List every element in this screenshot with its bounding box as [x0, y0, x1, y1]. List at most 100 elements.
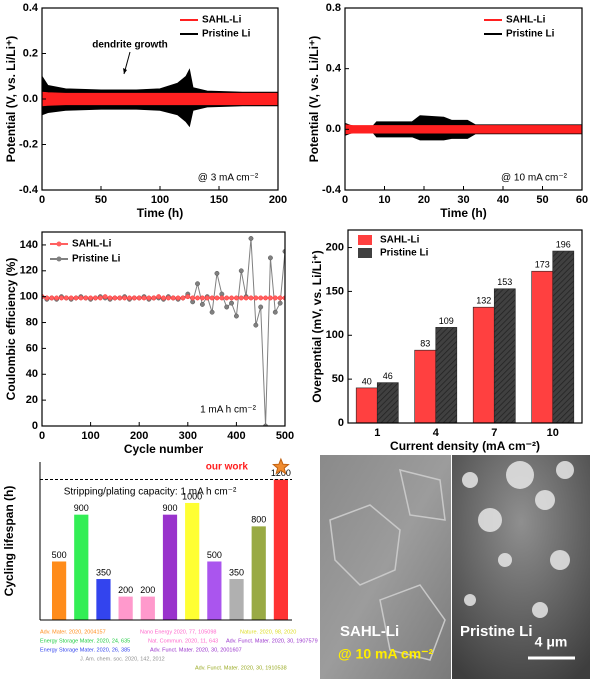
ce-point	[93, 295, 98, 301]
ce-point	[122, 295, 128, 301]
y-tick-label: 140	[20, 239, 38, 251]
annotation: our work	[206, 462, 249, 473]
legend-label: Pristine Li	[506, 29, 555, 40]
axes-frame	[41, 7, 279, 191]
panel: Cycling lifespan (h) 500 900 350 200 200 900 10…	[2, 457, 318, 671]
ce-point	[68, 295, 74, 301]
voltage-envelope	[42, 98, 278, 128]
legend-marker	[56, 256, 62, 262]
ce-point	[199, 295, 205, 301]
ce-line	[42, 238, 285, 426]
ce-point	[243, 295, 249, 301]
legend-marker	[56, 241, 62, 247]
annotation: @ 3 mA cm⁻²	[198, 173, 259, 184]
plot-area	[42, 68, 278, 128]
ce-point	[199, 301, 205, 307]
x-axis-title: Current density (mA cm⁻²)	[390, 439, 540, 453]
bar	[140, 596, 155, 620]
y-axis-title: Potential (V, vs. Li/Li⁺)	[4, 36, 18, 163]
bar-value-label: 173	[535, 260, 550, 270]
bar	[96, 579, 111, 620]
legend-swatch	[358, 248, 372, 258]
plot-area	[345, 115, 582, 141]
voltage-envelope	[42, 68, 278, 100]
plot-area	[42, 236, 285, 426]
ce-point	[214, 270, 220, 276]
sem-left-label: SAHL-Li	[340, 623, 399, 640]
ce-point	[131, 295, 137, 301]
bar	[493, 288, 516, 423]
bar-value-label: 350	[229, 567, 244, 577]
ce-point	[267, 255, 273, 261]
ce-point	[277, 300, 283, 306]
ce-point	[73, 295, 79, 301]
ce-point	[102, 294, 108, 300]
panel: -0.4 -0.2 0.0 0.2 0.4 0 50 100 150 200 Time (h) Pot…	[4, 2, 287, 220]
bar-value-label: 200	[140, 585, 155, 595]
y-tick-label: 0	[338, 417, 344, 429]
y-tick-label: 200	[326, 241, 344, 253]
ce-point	[136, 295, 142, 301]
x-tick-label: 50	[536, 194, 548, 206]
ce-point	[253, 295, 259, 301]
reference: Adv. Mater. 2020, 2004157	[40, 629, 106, 635]
panel: 0 50 100 150 200 Current density (mA cm⁻²) Ove…	[310, 229, 583, 453]
plot-area	[355, 250, 575, 423]
bar-value-label: 200	[118, 585, 133, 595]
ce-point	[88, 295, 94, 301]
ce-point	[151, 295, 157, 301]
ce-point	[63, 295, 69, 301]
legend-label: SAHL-Li	[202, 15, 242, 26]
bar-value-label: 500	[207, 550, 222, 560]
x-tick-label: 0	[342, 194, 348, 206]
bar-value-label: 350	[96, 567, 111, 577]
legend-label: SAHL-Li	[72, 239, 112, 250]
bar-value-label: 109	[439, 316, 454, 326]
ce-point	[83, 295, 89, 301]
bar	[552, 250, 575, 423]
ce-point	[267, 295, 273, 301]
ce-point	[156, 294, 162, 300]
ce-point	[263, 295, 269, 301]
bar-value-label: 40	[362, 376, 372, 386]
ce-point	[214, 295, 220, 301]
x-axis-title: Cycle number	[124, 442, 204, 456]
y-tick-label: 0.8	[326, 2, 341, 14]
voltage-envelope	[42, 98, 278, 107]
ce-point	[165, 295, 171, 301]
ce-point	[175, 295, 181, 301]
reference: J. Am. chem. soc. 2020, 142, 2012	[80, 656, 165, 662]
ce-point	[229, 295, 234, 301]
ce-point	[224, 295, 230, 301]
x-tick-label: 0	[39, 430, 45, 442]
reference: Nat. Commun. 2020, 11, 643	[148, 638, 218, 644]
ce-point	[209, 295, 215, 301]
x-tick-label: 10	[378, 194, 390, 206]
ce-point	[258, 304, 264, 310]
annotation: dendrite growth	[92, 40, 168, 51]
x-tick-label: 300	[179, 430, 197, 442]
x-tick-label: 500	[276, 430, 294, 442]
x-tick-label: 200	[130, 430, 148, 442]
x-tick-label: 4	[433, 427, 440, 439]
bar-value-label: 900	[162, 503, 177, 513]
y-tick-label: 150	[326, 285, 344, 297]
bar-value-label: 83	[420, 339, 430, 349]
sem-images: SAHL-Li @ 10 mA cm⁻² Pristine Li 4 μm	[320, 455, 590, 679]
ce-point	[185, 294, 191, 300]
bar	[251, 526, 266, 620]
ce-point	[224, 304, 230, 310]
ce-point	[78, 295, 84, 301]
annotation: 1 mA h cm⁻²	[200, 405, 257, 416]
x-tick-label: 200	[269, 194, 287, 206]
ce-point	[253, 322, 259, 328]
y-tick-label: 60	[26, 342, 38, 354]
y-tick-label: 20	[26, 394, 38, 406]
y-tick-label: 0.2	[23, 47, 38, 59]
annotation: Stripping/plating capacity: 1 mA h cm⁻²	[64, 487, 237, 498]
ce-point	[195, 281, 200, 287]
bar	[51, 561, 67, 620]
legend-label: Pristine Li	[380, 248, 429, 259]
ce-point	[190, 295, 196, 301]
